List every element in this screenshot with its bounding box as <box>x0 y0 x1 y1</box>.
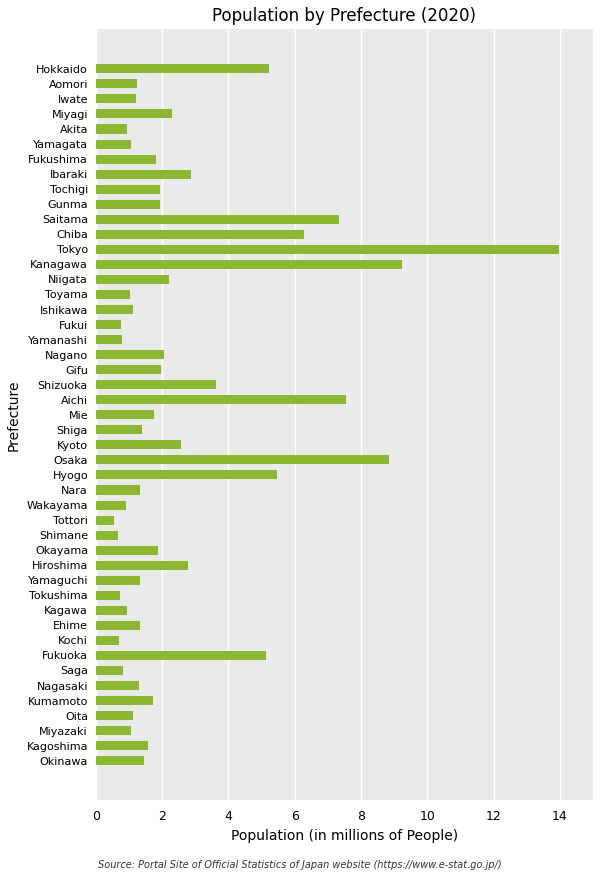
Bar <box>95 501 126 510</box>
Bar <box>95 545 158 555</box>
Bar <box>95 80 137 88</box>
Bar <box>95 470 277 480</box>
Bar <box>95 621 140 630</box>
Bar <box>95 651 266 660</box>
Bar <box>95 485 140 495</box>
Bar <box>95 260 402 269</box>
Bar <box>95 290 130 299</box>
Bar <box>95 395 346 405</box>
Bar <box>95 155 157 163</box>
Bar <box>95 124 127 134</box>
X-axis label: Population (in millions of People): Population (in millions of People) <box>231 829 458 843</box>
Bar <box>95 320 121 329</box>
Bar <box>95 109 172 119</box>
Bar <box>95 440 181 449</box>
Bar <box>95 455 389 464</box>
Bar <box>95 410 154 420</box>
Bar <box>95 275 169 284</box>
Bar <box>95 350 164 359</box>
Bar <box>95 426 142 434</box>
Bar <box>95 576 140 585</box>
Y-axis label: Prefecture: Prefecture <box>7 379 21 450</box>
Bar <box>95 140 131 149</box>
Bar <box>95 94 136 103</box>
Title: Population by Prefecture (2020): Population by Prefecture (2020) <box>212 7 476 25</box>
Bar <box>95 681 139 690</box>
Bar <box>95 245 559 253</box>
Bar <box>95 365 161 374</box>
Bar <box>95 215 339 224</box>
Bar <box>95 184 160 194</box>
Bar <box>95 380 216 389</box>
Bar <box>95 531 118 539</box>
Bar <box>95 636 119 645</box>
Bar <box>95 606 127 614</box>
Bar <box>95 516 114 524</box>
Bar <box>95 335 122 344</box>
Bar <box>95 65 269 73</box>
Bar <box>95 199 160 209</box>
Bar <box>95 591 119 600</box>
Bar <box>95 561 188 570</box>
Bar <box>95 305 133 314</box>
Bar <box>95 230 304 239</box>
Text: Source: Portal Site of Official Statistics of Japan website (https://www.e-stat.: Source: Portal Site of Official Statisti… <box>98 860 502 870</box>
Bar <box>95 741 148 750</box>
Bar <box>95 696 153 705</box>
Bar <box>95 756 144 766</box>
Bar <box>95 666 122 675</box>
Bar <box>95 170 191 178</box>
Bar <box>95 726 131 735</box>
Bar <box>95 711 133 720</box>
